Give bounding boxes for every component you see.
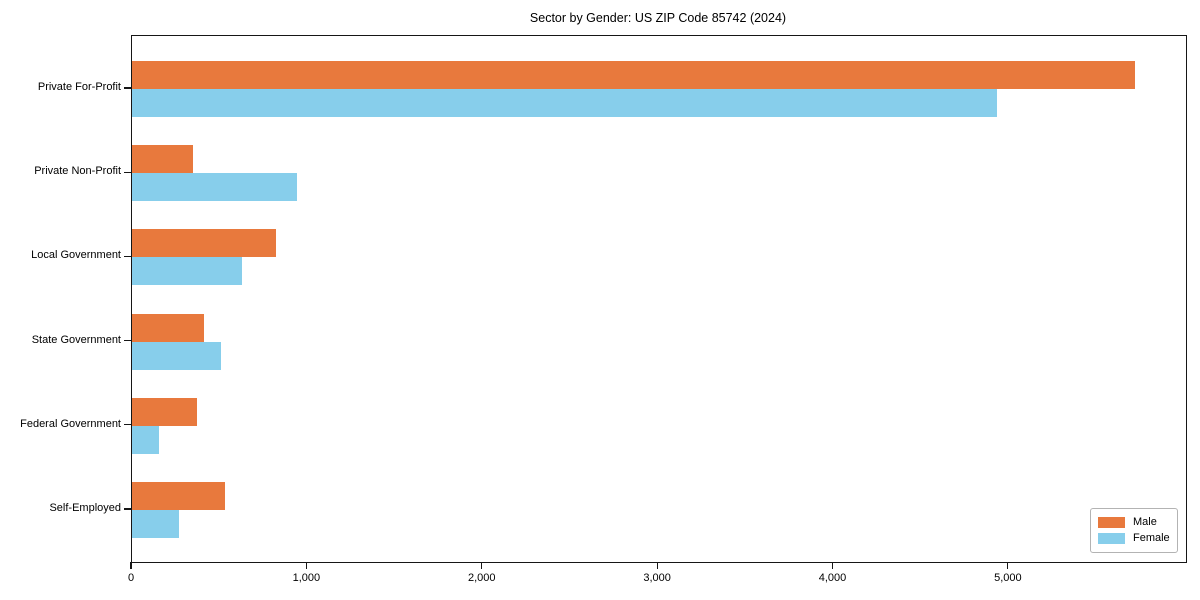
bar-female-4 (132, 425, 160, 454)
y-axis-label: Local Government (31, 249, 121, 262)
y-axis-tick (124, 424, 131, 426)
y-axis-tick (124, 171, 131, 173)
x-axis-tick-label: 1,000 (292, 572, 321, 584)
x-axis-tick (656, 562, 658, 569)
x-axis-tick-label: 0 (127, 572, 135, 584)
x-axis-tick (305, 562, 307, 569)
x-axis-tick-label: 2,000 (467, 572, 496, 584)
bar-female-1 (132, 173, 297, 202)
legend: Male Female (1090, 508, 1178, 553)
y-axis-tick (124, 508, 131, 510)
y-axis-label: Federal Government (20, 417, 121, 430)
x-axis-tick-label: 4,000 (818, 572, 847, 584)
x-axis-tick (130, 562, 132, 569)
bar-male-4 (132, 397, 197, 426)
x-axis-tick (1007, 562, 1009, 569)
bar-female-2 (132, 257, 242, 286)
legend-item-female: Female (1098, 533, 1170, 544)
bar-male-1 (132, 145, 193, 174)
y-axis-label: Private Non-Profit (34, 165, 121, 178)
plot-area (131, 35, 1187, 563)
x-axis-tick-label: 5,000 (994, 572, 1022, 584)
y-axis-label: Self-Employed (49, 502, 121, 514)
legend-label-female: Female (1133, 532, 1170, 544)
legend-swatch-female-icon (1098, 533, 1125, 544)
bar-male-5 (132, 482, 225, 510)
y-axis-tick (124, 87, 131, 89)
legend-label-male: Male (1133, 516, 1157, 528)
bar-female-3 (132, 341, 222, 370)
x-axis-tick (481, 562, 483, 569)
bar-male-3 (132, 313, 204, 342)
bar-female-5 (132, 510, 180, 538)
x-axis-tick-label: 3,000 (643, 572, 671, 584)
legend-swatch-male-icon (1098, 517, 1125, 528)
legend-item-male: Male (1098, 517, 1170, 528)
y-axis-tick (124, 255, 131, 257)
y-axis-tick (124, 340, 131, 342)
bar-male-2 (132, 229, 276, 258)
x-axis-tick (831, 562, 834, 569)
y-axis-label: State Government (31, 333, 121, 346)
y-axis-label: Private For-Profit (37, 81, 121, 93)
bar-female-0 (132, 89, 997, 117)
bar-male-0 (132, 61, 1136, 89)
chart-title: Sector by Gender: US ZIP Code 85742 (202… (529, 11, 787, 25)
